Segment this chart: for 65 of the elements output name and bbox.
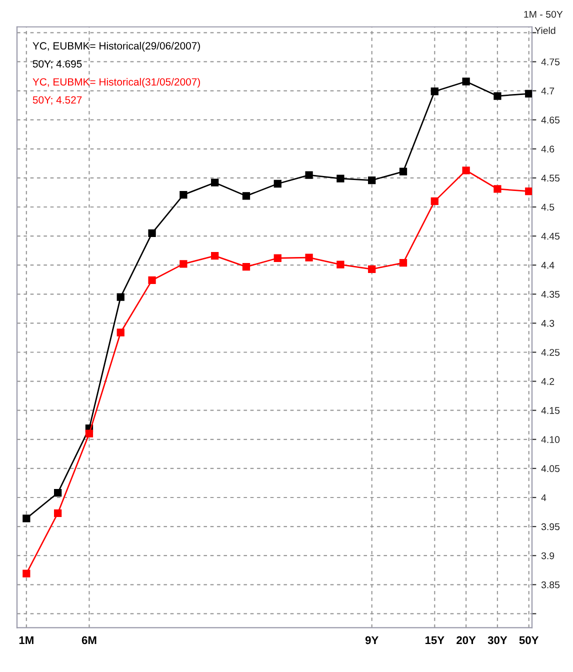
y-tick-label: 4.25: [541, 348, 560, 356]
point: [242, 192, 250, 200]
x-tick-label: 15Y: [425, 636, 444, 644]
y-tick-label: 4.75: [541, 58, 560, 66]
y-tick-label: 4.3: [541, 320, 554, 327]
y-tick-label: 4.35: [541, 290, 560, 298]
y-tick-label: 4.7: [541, 88, 554, 94]
y-tick-label: 3.9: [541, 552, 554, 560]
point: [22, 514, 30, 522]
point: [274, 254, 282, 262]
point: [274, 180, 282, 188]
point: [211, 178, 219, 186]
y-tick-label: 4.6: [541, 146, 554, 153]
y-tick-label: 4.4: [541, 262, 554, 269]
annotation: 50Y; 4.527: [32, 96, 82, 105]
point: [180, 190, 188, 199]
y-tick-label: 4.5: [541, 204, 554, 211]
annotation: 50Y; 4.695: [32, 60, 82, 69]
x-tick-label: 50Y: [519, 636, 539, 644]
y-tick-label: 4.45: [541, 232, 560, 240]
y-tick-label: 4: [541, 494, 546, 502]
chart-subtitle: 1M - 50Y: [524, 10, 563, 18]
point: [180, 260, 188, 268]
point: [399, 168, 408, 176]
y-tick-label: 4.2: [541, 378, 554, 385]
point: [462, 166, 470, 174]
y-tick-label: 3.95: [541, 523, 560, 530]
point: [116, 293, 124, 301]
point: [368, 265, 376, 273]
y-tick-label: 4.05: [541, 465, 560, 472]
point: [211, 252, 219, 260]
y-tick-label: 4.55: [541, 174, 560, 182]
point: [494, 185, 502, 193]
point: [148, 276, 156, 284]
point: [336, 260, 344, 268]
point: [54, 489, 62, 497]
y-tick-label: 4.10: [541, 436, 560, 444]
point: [525, 187, 532, 196]
point: [399, 258, 408, 267]
point: [148, 229, 156, 237]
point: [430, 197, 438, 206]
x-tick-label: 9Y: [365, 636, 378, 644]
point: [368, 176, 376, 184]
point: [305, 171, 313, 179]
point: [116, 328, 124, 336]
x-tick-label: 6M: [82, 636, 96, 644]
x-tick-label: 1M: [19, 636, 34, 644]
point: [22, 570, 30, 578]
text: YC, EUBMK= Historical(29/06/2007): [32, 42, 200, 52]
point: [85, 430, 94, 438]
point: [430, 88, 438, 96]
x-tick-label: 20Y: [456, 636, 476, 644]
point: [525, 90, 532, 98]
y-tick-label: 4.15: [541, 407, 560, 414]
y-tick-label: 3.85: [541, 581, 560, 588]
point: [54, 509, 62, 518]
point: [242, 263, 250, 271]
y-axis-title: Yield: [534, 26, 556, 34]
text: YC, EUBMK= Historical(31/05/2007): [32, 78, 200, 88]
x-tick-label: 30Y: [488, 636, 508, 644]
point: [462, 78, 470, 86]
y-tick-label: 4.65: [541, 116, 560, 124]
point: [336, 174, 344, 182]
point: [305, 254, 313, 262]
point: [494, 92, 502, 100]
